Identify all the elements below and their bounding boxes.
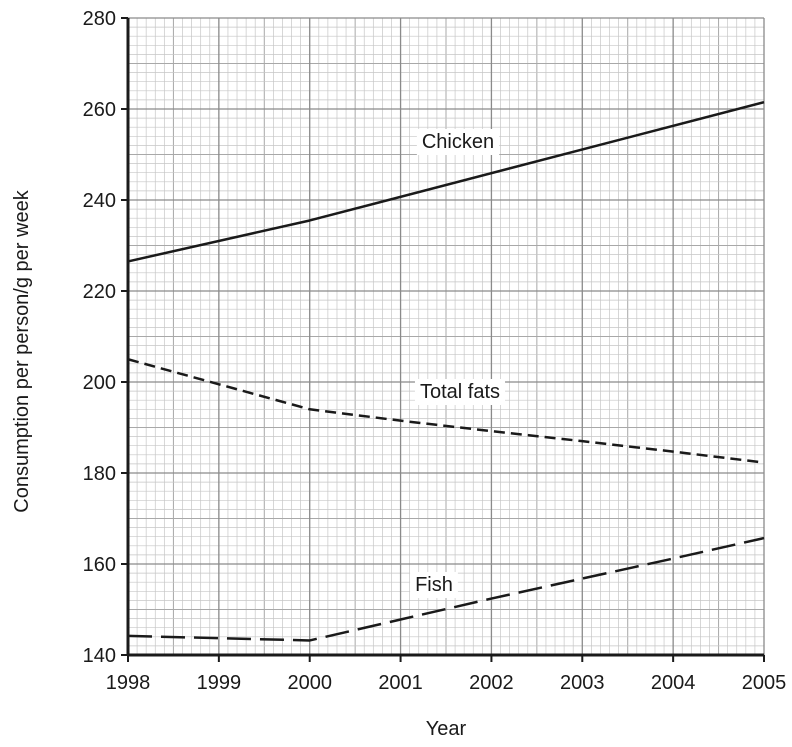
x-tick-label: 1998: [106, 672, 151, 694]
y-tick-label: 240: [83, 190, 116, 212]
x-tick-labels: 1998 1999 2000 2001 2002 2003 2004 2005: [106, 655, 787, 694]
series-line-total-fats: [127, 358, 765, 464]
axes: [126, 18, 764, 657]
series-line-fish: [127, 536, 765, 642]
series-lines: [127, 100, 765, 642]
x-tick-label: 2003: [560, 672, 605, 694]
y-tick-labels: 140 160 180 200 220 240 260 280: [83, 8, 128, 667]
x-tick-label: 2001: [378, 672, 423, 694]
minor-gridlines: [128, 18, 764, 655]
y-axis-title: Consumption per person/g per week: [11, 189, 33, 512]
series-labels: Chicken Total fats Fish: [410, 129, 506, 598]
series-label-background: [416, 129, 500, 155]
series-label-total-fats: Total fats: [420, 381, 500, 403]
series-label-background: [414, 379, 506, 405]
y-tick-label: 280: [83, 8, 116, 30]
y-tick-label: 140: [83, 645, 116, 667]
x-tick-label: 2004: [651, 672, 696, 694]
x-tick-label: 2000: [287, 672, 332, 694]
series-line-chicken: [127, 100, 765, 263]
y-tick-label: 260: [83, 99, 116, 121]
x-tick-label: 1999: [197, 672, 242, 694]
x-tick-label: 2005: [742, 672, 787, 694]
series-label-background: [410, 572, 458, 598]
y-tick-label: 200: [83, 372, 116, 394]
y-tick-label: 180: [83, 463, 116, 485]
x-axis-title: Year: [426, 718, 467, 740]
series-label-chicken: Chicken: [422, 131, 494, 153]
y-tick-label: 160: [83, 554, 116, 576]
x-tick-label: 2002: [469, 672, 514, 694]
series-label-fish: Fish: [415, 574, 453, 596]
y-tick-label: 220: [83, 281, 116, 303]
